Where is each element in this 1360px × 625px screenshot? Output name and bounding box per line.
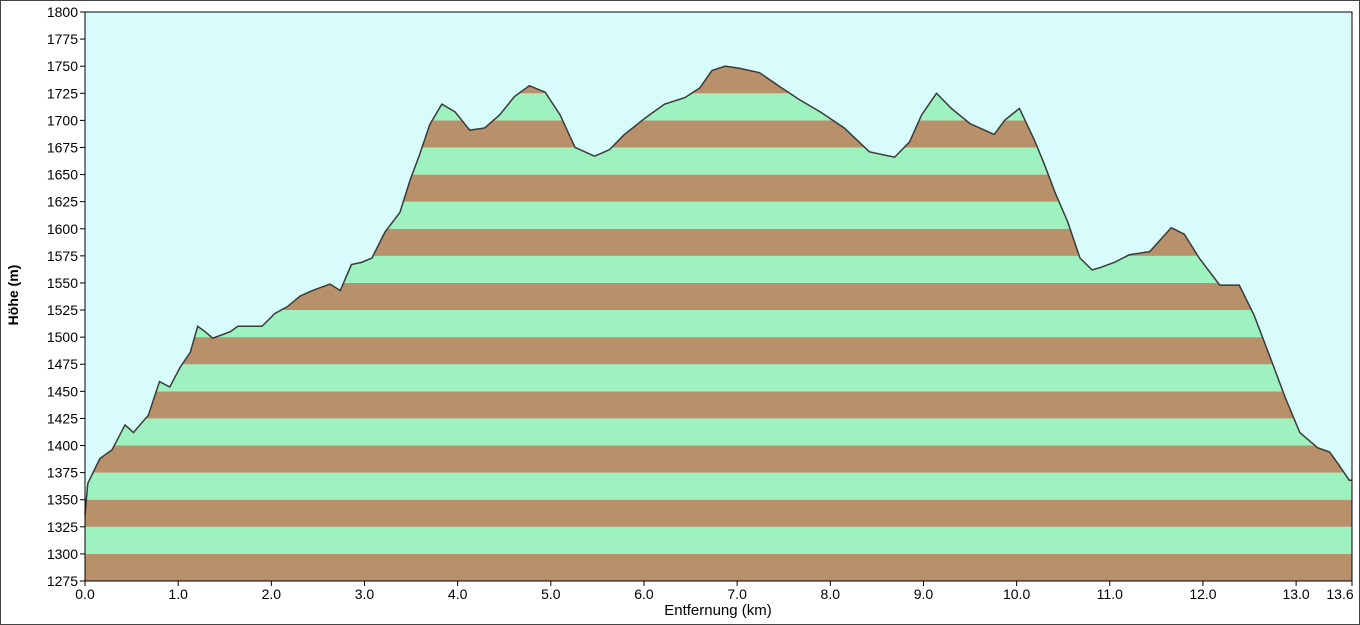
y-tick-label: 1775	[47, 31, 78, 47]
elevation-band	[85, 472, 1352, 500]
plot-border	[84, 11, 1353, 582]
y-axis-label: Höhe (m)	[5, 265, 21, 326]
y-tick-label: 1550	[47, 275, 78, 291]
y-tick-label: 1525	[47, 302, 78, 318]
y-tick-label: 1600	[47, 221, 78, 237]
x-axis-label: Entfernung (km)	[664, 602, 772, 619]
x-tick-label: 7.0	[727, 586, 747, 602]
elevation-band	[85, 364, 1352, 392]
x-tick-label: 8.0	[821, 586, 841, 602]
x-tick-label: 10.0	[1003, 586, 1030, 602]
y-tick-label: 1575	[47, 248, 78, 264]
x-tick-label: 13.0	[1282, 586, 1309, 602]
x-tick-label: 1.0	[168, 586, 188, 602]
x-tick-label: 0.0	[75, 586, 95, 602]
y-tick-label: 1300	[47, 546, 78, 562]
x-tick-label: 12.0	[1189, 586, 1216, 602]
x-tick-label: 9.0	[914, 586, 934, 602]
y-tick-label: 1700	[47, 112, 78, 128]
y-tick-label: 1675	[47, 139, 78, 155]
y-tick-label: 1400	[47, 438, 78, 454]
y-tick-label: 1650	[47, 167, 78, 183]
y-tick-label: 1375	[47, 465, 78, 481]
elevation-band	[85, 418, 1352, 446]
y-tick-label: 1725	[47, 85, 78, 101]
y-tick-label: 1350	[47, 492, 78, 508]
elevation-band	[85, 310, 1352, 338]
x-tick-label: 5.0	[541, 586, 561, 602]
x-tick-label: 3.0	[355, 586, 375, 602]
x-tick-label: 2.0	[262, 586, 282, 602]
x-tick-label: 13.6	[1326, 586, 1353, 602]
elevation-band	[85, 337, 1352, 365]
elevation-line	[84, 65, 1352, 515]
y-tick-label: 1275	[47, 573, 78, 589]
y-tick-label: 1425	[47, 410, 78, 426]
y-tick-label: 1750	[47, 58, 78, 74]
y-tick-label: 1625	[47, 194, 78, 210]
y-tick-label: 1325	[47, 519, 78, 535]
y-tick-label: 1800	[47, 4, 78, 20]
x-tick-label: 4.0	[448, 586, 468, 602]
y-tick-label: 1450	[47, 383, 78, 399]
x-tick-label: 11.0	[1097, 586, 1123, 602]
elevation-band	[85, 553, 1352, 581]
x-tick-label: 6.0	[634, 586, 654, 602]
elevation-band	[85, 445, 1352, 473]
y-tick-label: 1500	[47, 329, 78, 345]
elevation-band	[85, 499, 1352, 527]
elevation-band	[85, 526, 1352, 554]
elevation-band	[85, 391, 1352, 419]
y-tick-label: 1475	[47, 356, 78, 372]
